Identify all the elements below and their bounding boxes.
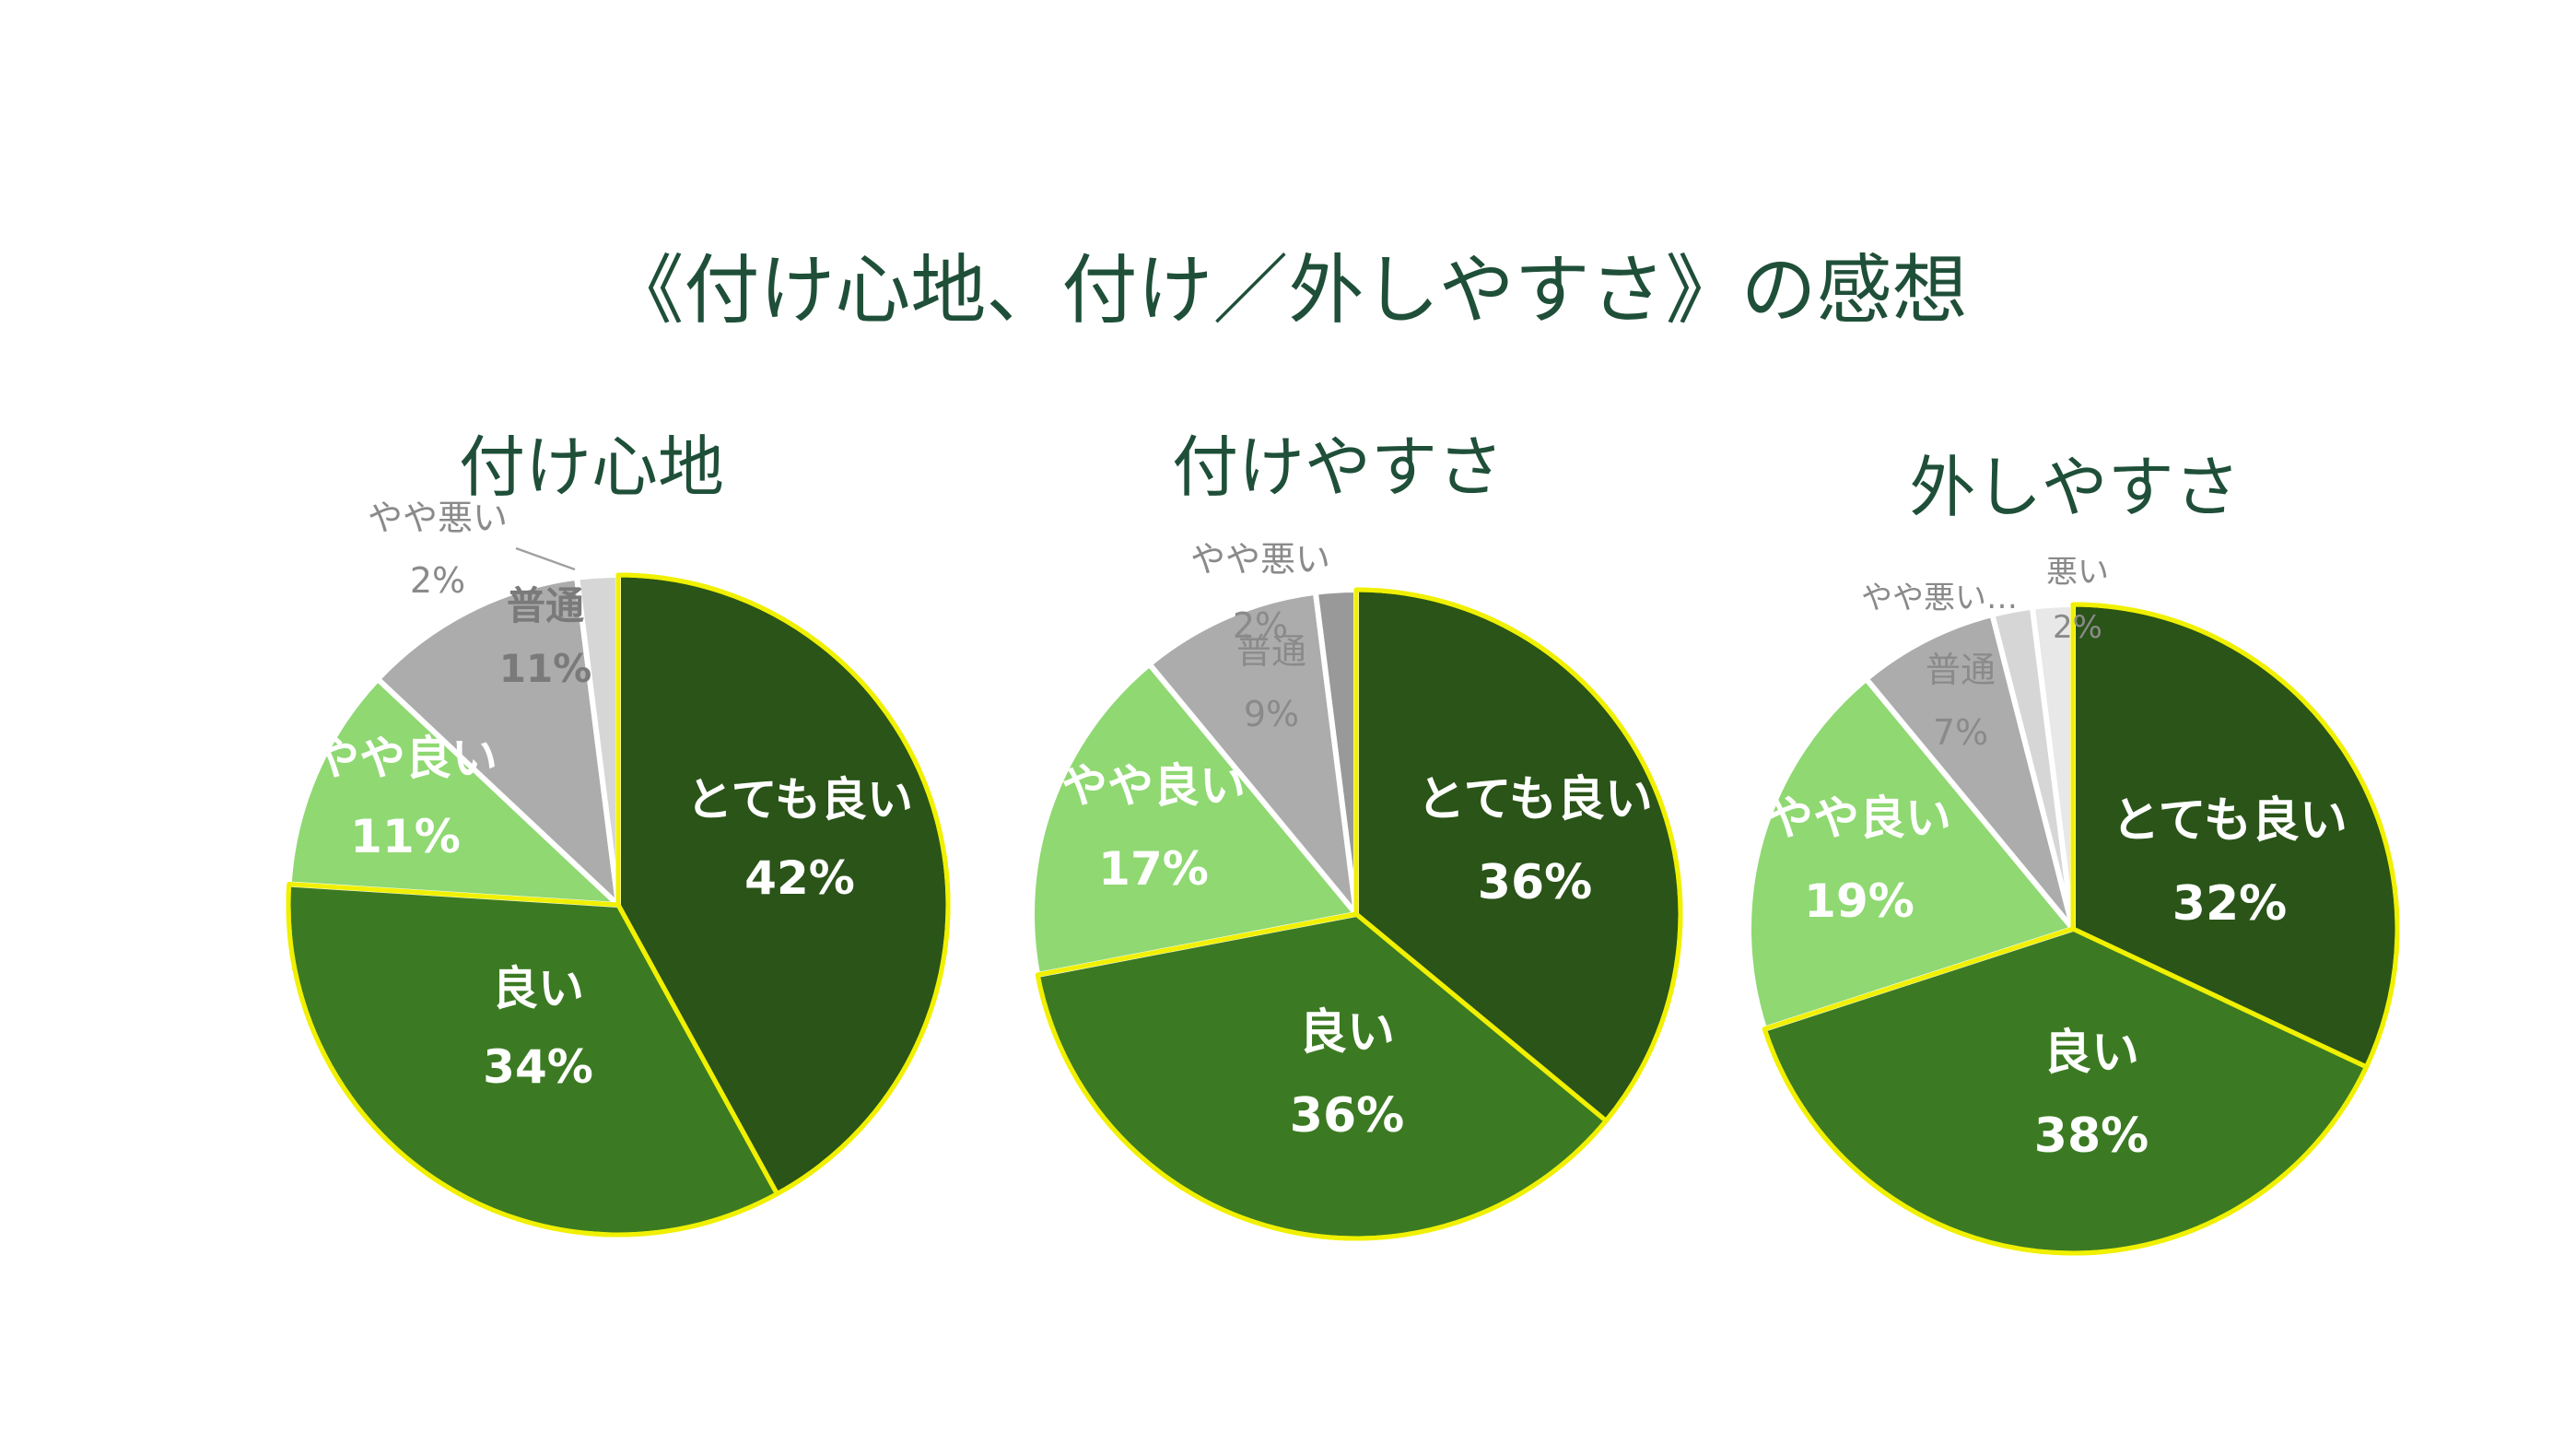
slice-label-1-4: 普通 [507,583,584,628]
pie-slice-2-3 [1029,661,1359,978]
slice-value-1-1: 42% [744,851,855,905]
slice-value-1-2: 34% [483,1040,593,1094]
pie-slice-outline-2-2 [1035,911,1609,1241]
pie-slice-2-4 [1146,589,1359,917]
slice-label-2-5: やや悪い [1190,539,1330,580]
slice-label-1-5: やや悪い [368,498,508,538]
slice-value-1-3: 11% [350,810,461,863]
slice-label-2-2: 良い [1299,1005,1395,1061]
leader-line-1-5 [515,546,576,571]
chart-title-ease-on: 付けやすさ [1171,428,1504,506]
slice-value-3-1: 32% [2172,876,2287,932]
slice-value-1-5: 2% [410,560,465,601]
slice-value-3-2: 38% [2034,1108,2149,1164]
slice-label-3-4: 普通 [1926,650,1996,690]
slice-label-2-3: やや良い [1061,759,1246,813]
slice-value-1-4: 11% [499,646,592,691]
pie-chart-2: とても良い 36% 良い 36% やや良い 17% 普通 9% やや悪い 2% [1029,539,1683,1241]
pie-slice-outline-3-2 [1762,926,2369,1256]
slice-label-1-1: とても良い [686,773,913,827]
slice-label-2-4: 普通 [1236,631,1306,672]
slice-label-3-3: やや良い [1767,792,1951,845]
slice-label-1-2: 良い [492,962,584,1015]
pie-slice-outline-3-1 [2070,602,2400,1070]
slice-value-2-4: 9% [1244,694,1299,734]
slice-label-3-2: 良い [2043,1026,2139,1081]
slice-label-1-3: やや良い [313,732,498,785]
pie-slice-1-3 [286,675,621,908]
main-title: 《付け心地、付け／外しやすさ》の感想 [608,247,1968,334]
pie-slice-outline-2-1 [1353,587,1683,1123]
chart-title-ease-off: 外しやすさ [1909,449,2241,526]
slice-label-3-5: やや悪い… [1861,580,2018,616]
pie-slice-1-4 [375,574,621,908]
slice-value-3-6: 2% [2053,609,2102,646]
pie-slice-outline-1-2 [286,882,779,1237]
slice-value-3-3: 19% [1804,874,1914,928]
pie-slice-3-3 [1746,675,2076,1032]
slice-value-2-3: 17% [1098,842,1209,896]
pie-chart-3: とても良い 32% 良い 38% やや良い 19% 普通 7% やや悪い… 悪い 2% [1746,554,2400,1256]
slice-value-2-2: 36% [1290,1088,1404,1144]
pie-slice-outline-1-1 [615,572,951,1197]
slice-label-3-1: とても良い [2112,793,2348,849]
pie-slice-3-4 [1863,612,2076,932]
chart-title-comfort: 付け心地 [458,428,724,506]
slice-label-3-6: 悪い [2046,554,2109,591]
slice-value-2-1: 36% [1478,855,1592,910]
slice-value-2-5: 2% [1233,605,1288,646]
slice-value-3-4: 7% [1933,712,1988,753]
slice-label-2-1: とても良い [1417,772,1653,827]
